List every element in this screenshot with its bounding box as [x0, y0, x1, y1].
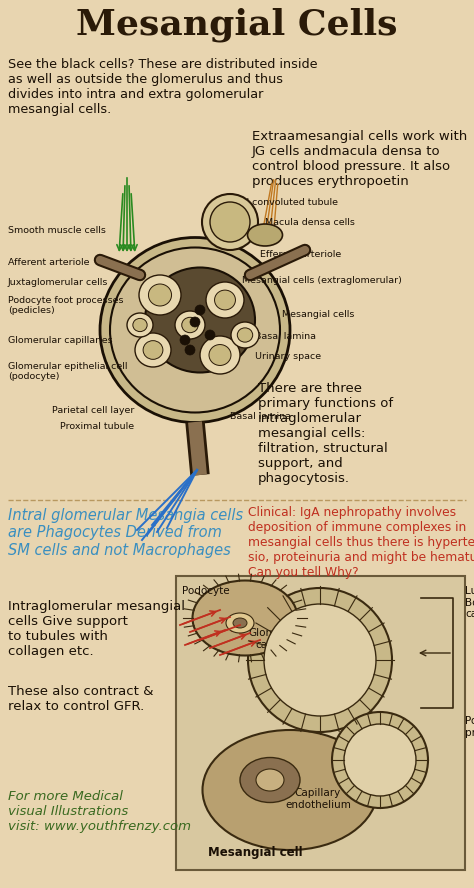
- Text: Basal lamina: Basal lamina: [255, 332, 316, 341]
- Text: Mesangial Cells: Mesangial Cells: [76, 8, 398, 43]
- Text: See the black cells? These are distributed inside
as well as outside the glomeru: See the black cells? These are distribut…: [8, 58, 318, 116]
- Text: Glomerular epithelial cell
(podocyte): Glomerular epithelial cell (podocyte): [8, 362, 128, 382]
- Ellipse shape: [143, 341, 163, 360]
- Circle shape: [210, 202, 250, 242]
- Text: Clinical: IgA nephropathy involves
deposition of immune complexes in
mesangial c: Clinical: IgA nephropathy involves depos…: [248, 506, 474, 579]
- Text: Afferent arteriole: Afferent arteriole: [8, 258, 90, 267]
- Circle shape: [332, 712, 428, 808]
- Circle shape: [190, 317, 200, 327]
- Text: Smooth muscle cells: Smooth muscle cells: [8, 226, 106, 235]
- Text: These also contract &
relax to control GFR.: These also contract & relax to control G…: [8, 685, 154, 713]
- Ellipse shape: [127, 313, 153, 337]
- Text: Macula densa cells: Macula densa cells: [265, 218, 355, 227]
- Ellipse shape: [148, 284, 172, 306]
- Text: Podocyte foot processes
(pedicles): Podocyte foot processes (pedicles): [8, 296, 124, 315]
- Text: Basal lamina: Basal lamina: [230, 412, 291, 421]
- Text: Proximal tubule: Proximal tubule: [60, 422, 134, 431]
- Text: There are three
primary functions of
intraglomerular
mesangial cells:
filtration: There are three primary functions of int…: [258, 382, 393, 485]
- Text: Distal convoluted tubule: Distal convoluted tubule: [222, 198, 338, 207]
- Text: Glomerular capillaries: Glomerular capillaries: [8, 336, 113, 345]
- Circle shape: [180, 335, 190, 345]
- Ellipse shape: [215, 290, 236, 310]
- Circle shape: [248, 588, 392, 732]
- Text: Glomerular
capillary: Glomerular capillary: [249, 628, 307, 650]
- Ellipse shape: [256, 769, 284, 791]
- FancyBboxPatch shape: [176, 576, 465, 870]
- Ellipse shape: [240, 757, 300, 803]
- Ellipse shape: [175, 311, 205, 339]
- Text: For more Medical
visual Illustrations
visit: www.youthfrenzy.com: For more Medical visual Illustrations vi…: [8, 790, 191, 833]
- Text: Juxtaglomerular cells: Juxtaglomerular cells: [8, 278, 109, 287]
- Ellipse shape: [182, 317, 198, 333]
- Text: Extraamesangial cells work with
JG cells andmacula densa to
control blood pressu: Extraamesangial cells work with JG cells…: [252, 130, 467, 188]
- Ellipse shape: [139, 275, 181, 315]
- Ellipse shape: [206, 282, 244, 318]
- Ellipse shape: [192, 581, 298, 655]
- Text: Mesangial cells: Mesangial cells: [282, 310, 355, 319]
- Circle shape: [195, 305, 205, 315]
- Ellipse shape: [100, 237, 290, 423]
- Ellipse shape: [133, 319, 147, 331]
- Text: Podocyte foot
processes: Podocyte foot processes: [465, 716, 474, 738]
- Circle shape: [202, 194, 258, 250]
- Ellipse shape: [145, 267, 255, 372]
- Ellipse shape: [110, 248, 280, 413]
- Text: Mesangial cells (extraglomerular): Mesangial cells (extraglomerular): [242, 276, 402, 285]
- Ellipse shape: [209, 345, 231, 366]
- Ellipse shape: [226, 613, 254, 633]
- Ellipse shape: [200, 336, 240, 374]
- Ellipse shape: [231, 322, 259, 348]
- Text: Parietal cell layer: Parietal cell layer: [52, 406, 134, 415]
- Text: Mesangial cell: Mesangial cell: [208, 846, 302, 859]
- Text: Capillary
endothelium: Capillary endothelium: [285, 788, 351, 810]
- Text: Intral glomerular Mesangia cells
are Phagocytes Derived from
SM cells and not Ma: Intral glomerular Mesangia cells are Pha…: [8, 508, 243, 558]
- Text: Efferent arteriole: Efferent arteriole: [260, 250, 341, 259]
- Ellipse shape: [202, 730, 377, 850]
- Circle shape: [185, 345, 195, 355]
- Circle shape: [264, 604, 376, 716]
- Ellipse shape: [233, 618, 247, 628]
- Ellipse shape: [247, 224, 283, 246]
- Circle shape: [205, 330, 215, 340]
- Text: Intraglomerular mesangial
cells Give support
to tubules with
collagen etc.: Intraglomerular mesangial cells Give sup…: [8, 600, 185, 658]
- Ellipse shape: [237, 328, 253, 342]
- Text: Podocyte: Podocyte: [182, 586, 229, 596]
- Circle shape: [344, 724, 416, 796]
- Text: Urinary space: Urinary space: [255, 352, 321, 361]
- Text: Lumen of
Bowman's
capsule: Lumen of Bowman's capsule: [465, 586, 474, 619]
- Ellipse shape: [135, 333, 171, 367]
